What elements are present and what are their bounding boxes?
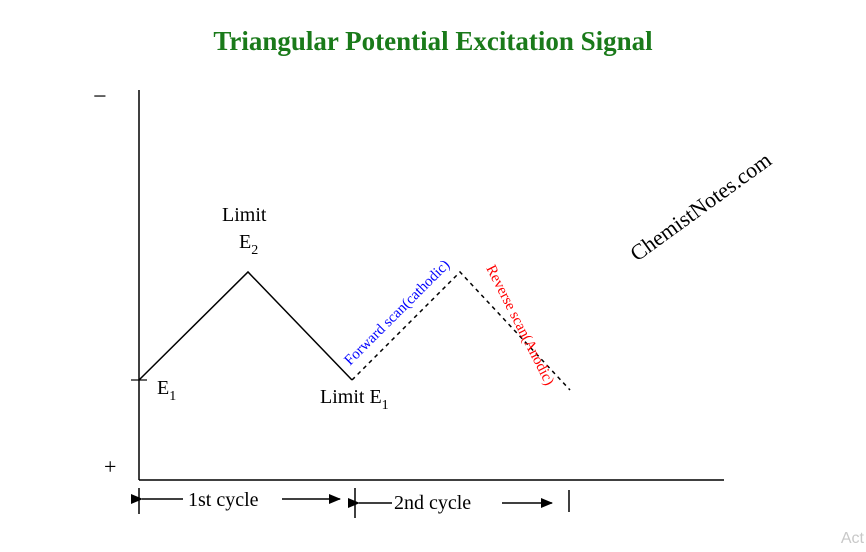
diagram-title: Triangular Potential Excitation Signal [213, 26, 653, 56]
valley-point-label: Limit E1 [320, 386, 389, 413]
watermark-text: ChemistNotes.com [625, 147, 776, 266]
corner-text: Act [840, 530, 864, 547]
second-cycle-waveform [351, 270, 571, 391]
peak-limit-label: Limit [222, 204, 267, 226]
peak-point-label: E2 [239, 231, 258, 258]
minus-sign: − [93, 84, 107, 110]
forward-scan-label: Forward scan(cathodic) [342, 257, 454, 369]
first-cycle-label: 1st cycle [188, 489, 259, 511]
plus-sign: + [104, 454, 116, 479]
reverse-scan-label: Reverse scan(Anodic) [482, 263, 557, 389]
start-point-label: E1 [157, 377, 176, 404]
second-cycle-label: 2nd cycle [394, 492, 471, 514]
first-cycle-waveform [138, 270, 353, 381]
